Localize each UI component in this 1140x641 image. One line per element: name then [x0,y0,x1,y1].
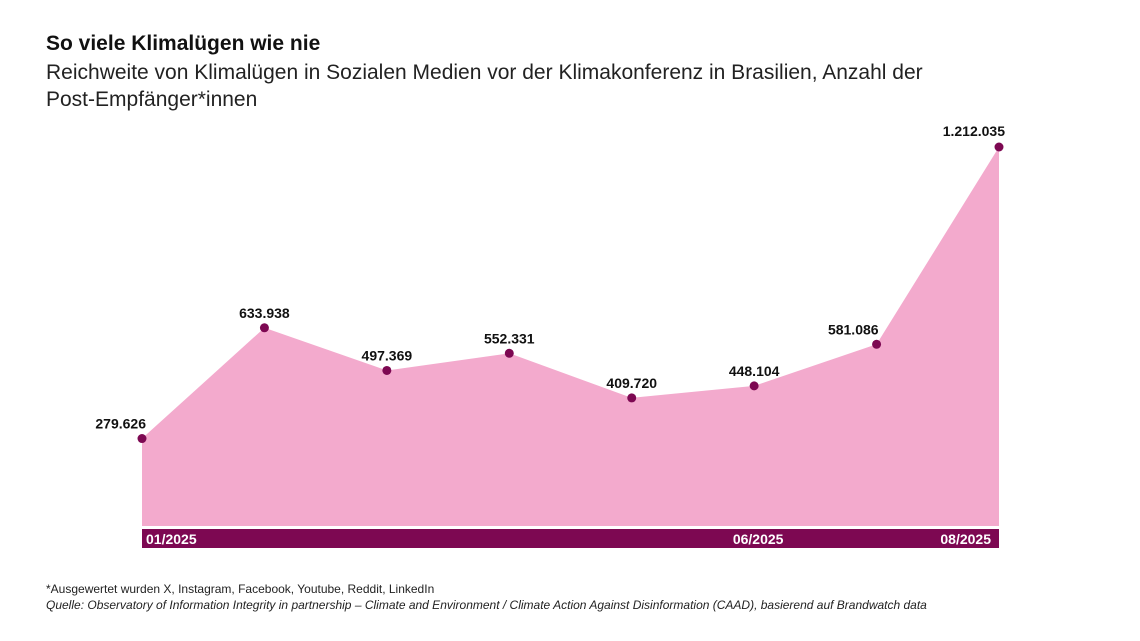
x-axis-band [142,529,999,548]
footnote: *Ausgewertet wurden X, Instagram, Facebo… [46,582,435,596]
data-label: 1.212.035 [943,123,1005,139]
chart-subtitle: Reichweite von Klimalügen in Sozialen Me… [46,61,923,111]
x-tick-label: 06/2025 [733,531,784,547]
chart-title: So viele Klimalügen wie nie [46,32,321,55]
data-point [994,142,1004,152]
x-tick-label: 08/2025 [940,531,991,547]
data-label: 448.104 [729,363,780,379]
data-label: 581.086 [828,321,879,337]
data-point [872,339,882,349]
x-tick-label: 01/2025 [146,531,197,547]
data-point [627,393,637,403]
source-note: Quelle: Observatory of Information Integ… [46,598,927,612]
data-point [382,365,392,375]
data-label: 279.626 [95,416,146,432]
data-point [504,348,514,358]
area-series [142,147,999,526]
data-point [749,381,759,391]
data-label: 633.938 [239,305,290,321]
data-label: 497.369 [362,347,413,363]
data-point [137,434,147,444]
data-point [259,323,269,333]
data-label: 552.331 [484,330,535,346]
data-label: 409.720 [606,375,657,391]
